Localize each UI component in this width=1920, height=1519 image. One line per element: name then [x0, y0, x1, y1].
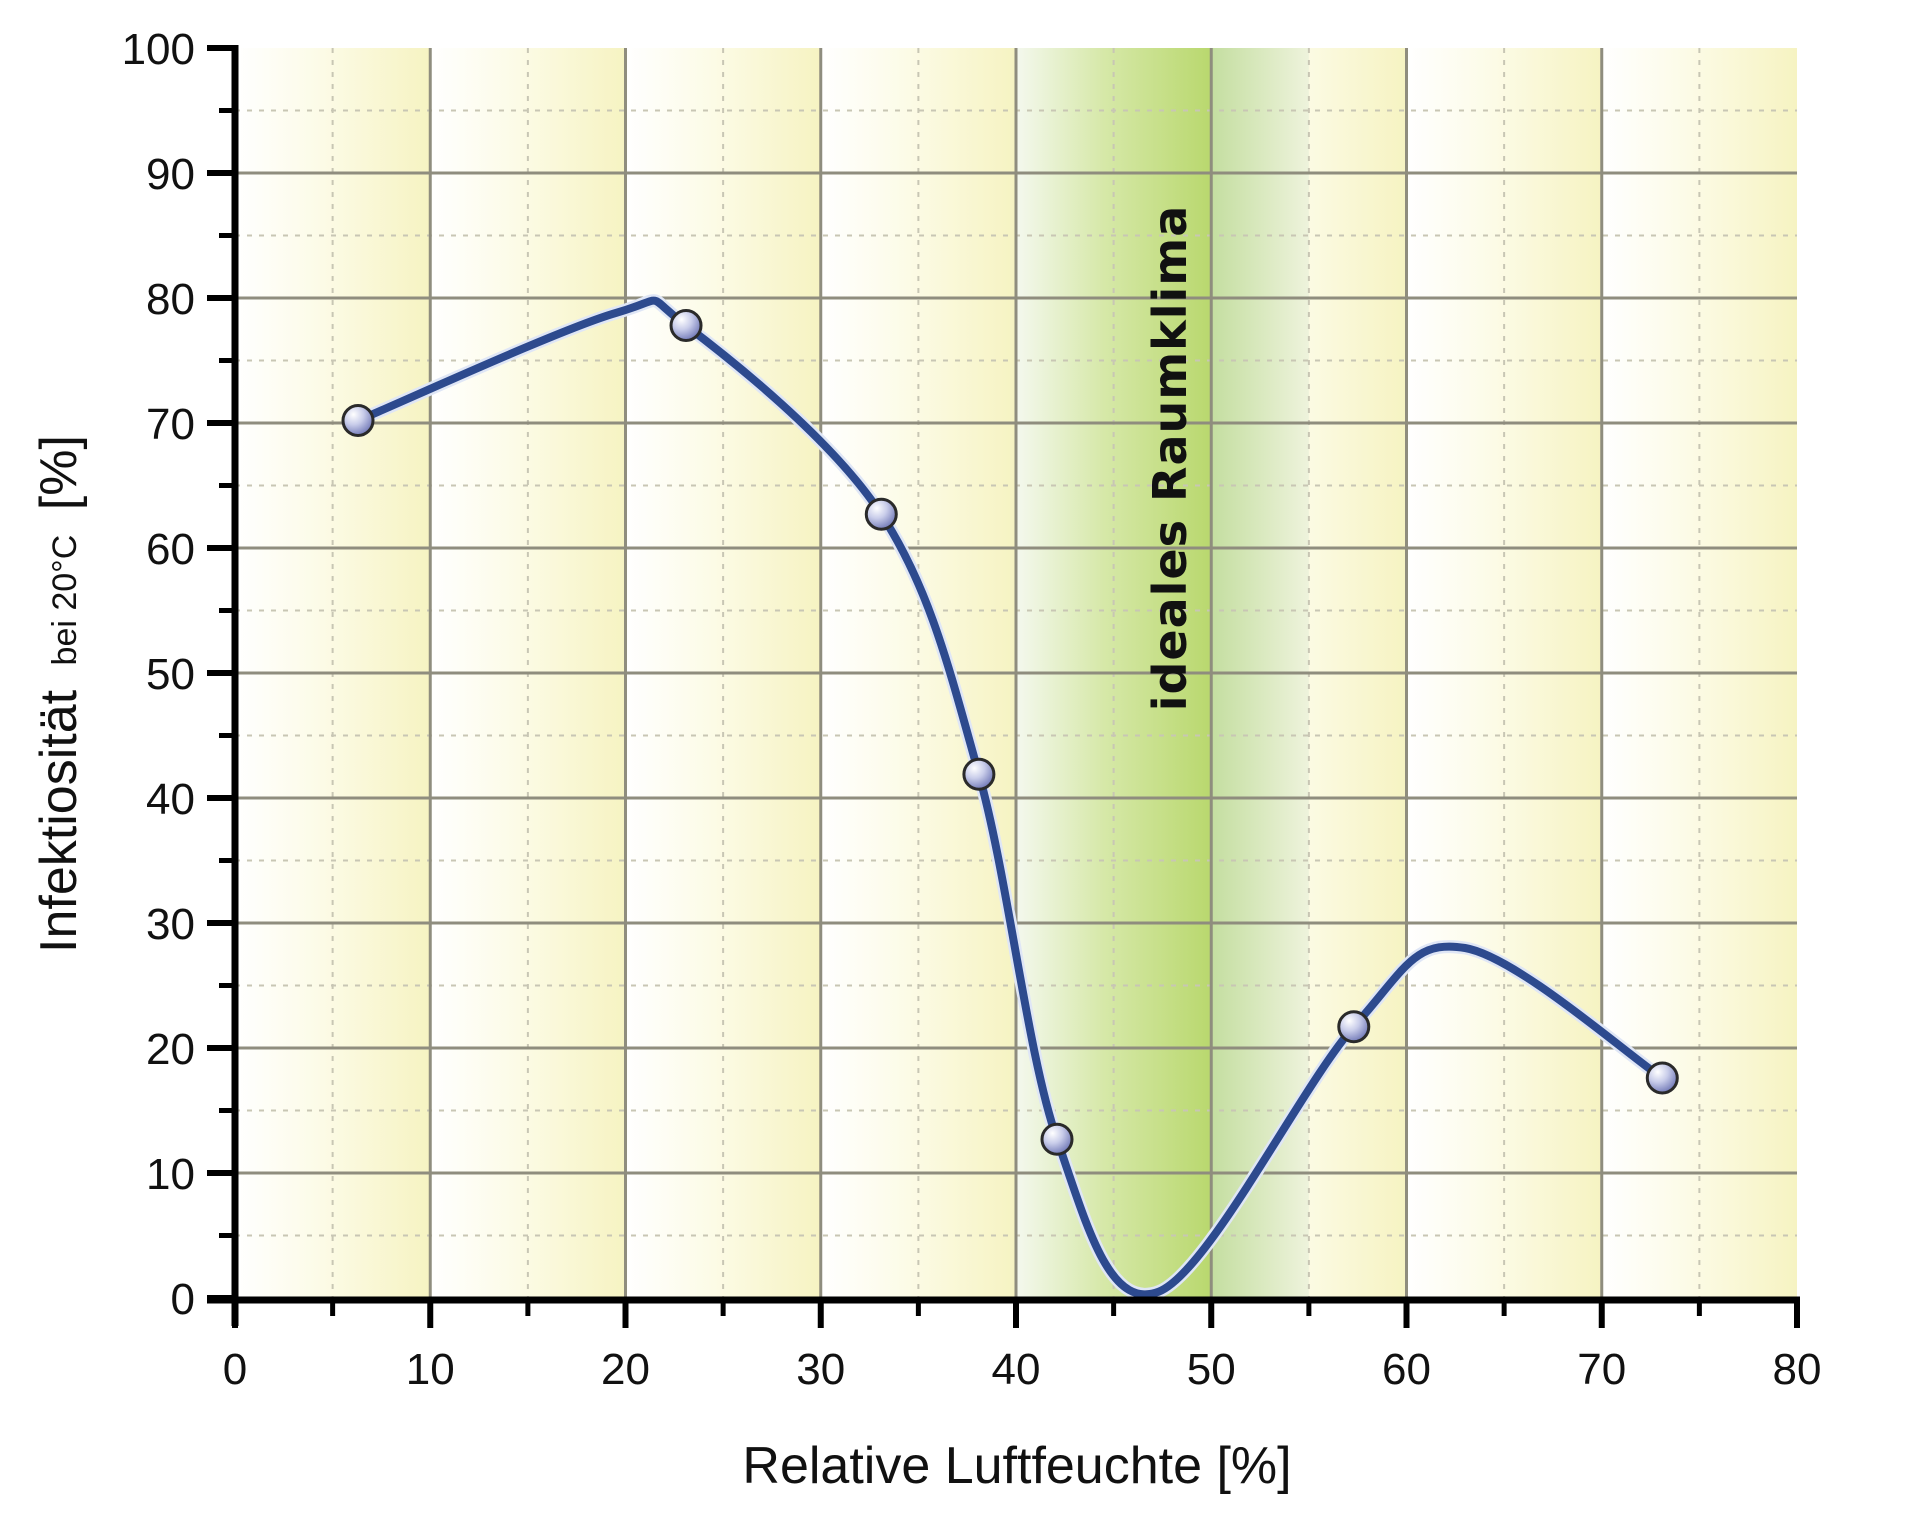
- y-axis-title-main: Infektiosität: [30, 689, 88, 953]
- x-tick-label: 60: [1382, 1345, 1431, 1394]
- y-axis-title-sub: bei 20°C: [46, 535, 84, 666]
- y-tick-label: 60: [146, 525, 195, 574]
- y-axis-title-unit: [%]: [30, 435, 88, 510]
- y-tick-label: 50: [146, 650, 195, 699]
- x-tick-label: 80: [1773, 1345, 1822, 1394]
- x-tick-label: 10: [406, 1345, 455, 1394]
- x-axis-title: Relative Luftfeuchte [%]: [742, 1437, 1291, 1495]
- data-point-marker: [1040, 1122, 1074, 1156]
- x-tick-label: 70: [1577, 1345, 1626, 1394]
- axes: [207, 45, 1800, 1328]
- y-tick-label: 10: [146, 1150, 195, 1199]
- x-tick-label: 40: [992, 1345, 1041, 1394]
- y-tick-label: 40: [146, 775, 195, 824]
- y-tick-label: 30: [146, 900, 195, 949]
- grid: [235, 48, 1797, 1298]
- data-point-marker: [864, 497, 898, 531]
- tick-labels: 0 10 20 30 40 50 60 70 80 90 100 0 10 20 30 40 50 60 70 80: [122, 25, 1822, 1394]
- ideal-climate-label: ideales Raumklima: [1143, 205, 1197, 712]
- data-point-marker: [1645, 1061, 1679, 1095]
- data-point-marker: [962, 757, 996, 791]
- data-point-marker: [669, 309, 703, 342]
- x-tick-label: 20: [601, 1345, 650, 1394]
- data-point-marker: [1337, 1010, 1371, 1044]
- infectivity-curve: [354, 296, 1667, 1299]
- data-markers: [341, 309, 1679, 1156]
- y-tick-label: 0: [171, 1275, 195, 1324]
- y-tick-label: 70: [146, 400, 195, 449]
- data-point-marker: [341, 404, 375, 437]
- x-tick-label: 0: [223, 1345, 247, 1394]
- y-tick-label: 80: [146, 275, 195, 324]
- y-tick-label: 100: [122, 25, 195, 74]
- y-tick-label: 90: [146, 150, 195, 199]
- x-tick-label: 50: [1187, 1345, 1236, 1394]
- y-tick-label: 20: [146, 1025, 195, 1074]
- y-axis-title: Infektiosität bei 20°C [%]: [30, 435, 88, 953]
- x-tick-label: 30: [796, 1345, 845, 1394]
